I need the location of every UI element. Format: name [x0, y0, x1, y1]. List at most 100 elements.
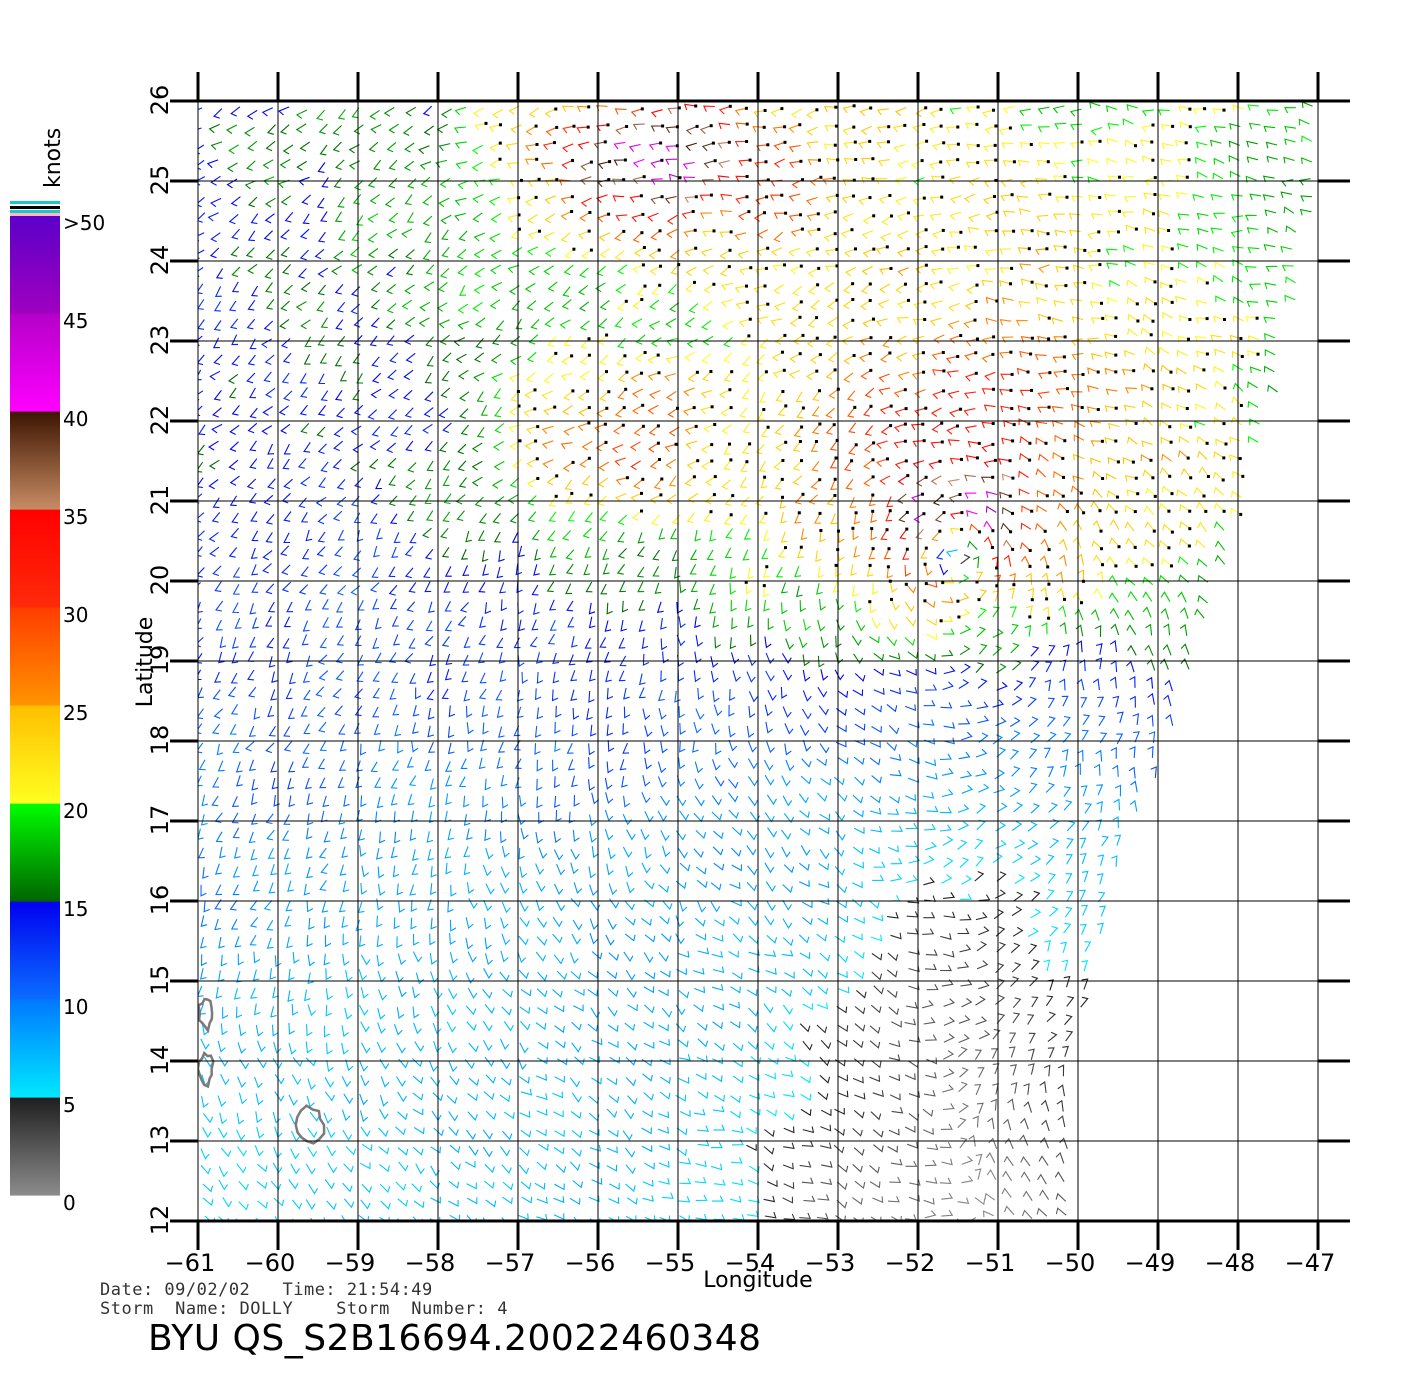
wind-vector: [583, 564, 591, 576]
wind-vector: [360, 954, 371, 966]
wind-vector: [345, 1146, 357, 1156]
wind-vector: [607, 740, 615, 753]
wind-vector: [509, 178, 523, 188]
wind-vector: [288, 795, 295, 808]
wind-vector: [905, 687, 918, 694]
wind-vector: [658, 1143, 671, 1151]
wind-vector: [255, 1024, 264, 1037]
wind-vector: [1053, 244, 1067, 252]
wind-vector: [969, 523, 981, 534]
wind-vector: [591, 1038, 603, 1046]
wind-vector: [377, 866, 385, 879]
wind-vector: [323, 1112, 333, 1124]
wind-vector: [775, 390, 785, 402]
wind-vector: [198, 232, 205, 242]
colorbar-segment: [10, 999, 60, 1098]
wind-vector: [1106, 503, 1118, 514]
wind-vector: [995, 962, 1005, 974]
wind-vector: [1158, 502, 1171, 513]
wind-vector: [571, 933, 582, 945]
wind-vector: [1284, 125, 1296, 133]
wind-vector: [468, 1077, 480, 1087]
wind-vector: [341, 916, 348, 928]
wind-vector: [404, 567, 414, 579]
wind-vector: [1230, 507, 1243, 516]
wind-vector: [1054, 1171, 1065, 1182]
wind-vector: [438, 441, 448, 453]
wind-vector: [473, 248, 485, 259]
wind-vector: [448, 705, 456, 718]
wind-vector: [1142, 591, 1153, 602]
wind-vector: [1107, 175, 1121, 182]
wind-vector: [493, 388, 501, 399]
wind-vector: [524, 195, 538, 207]
wind-vector: [895, 335, 907, 345]
wind-vector: [820, 778, 832, 786]
wind-vector: [697, 1139, 710, 1147]
wind-vector: [679, 740, 686, 753]
wind-vector: [281, 830, 289, 841]
wind-vector: [474, 121, 488, 131]
wind-vector: [247, 651, 255, 662]
wind-vector: [1010, 1064, 1017, 1076]
wind-vector: [669, 249, 680, 260]
wind-vector: [1123, 195, 1136, 203]
wind-vector: [413, 1022, 422, 1035]
y-tick-label: 17: [146, 805, 174, 836]
wind-vector: [961, 875, 973, 885]
wind-vector: [829, 438, 839, 451]
wind-vector: [1158, 346, 1170, 355]
wind-vector: [678, 900, 688, 913]
wind-vector: [411, 863, 419, 876]
wind-vector: [246, 372, 256, 384]
wind-vector: [870, 1004, 882, 1014]
wind-vector: [922, 792, 935, 799]
wind-vector: [868, 847, 880, 855]
wind-vector: [1125, 557, 1138, 568]
wind-vector: [287, 708, 295, 720]
wind-vector: [372, 687, 380, 699]
wind-vector: [766, 741, 775, 754]
wind-vector: [595, 440, 608, 452]
wind-vector: [570, 689, 578, 702]
wind-vector: [528, 265, 540, 276]
wind-vector: [386, 228, 398, 239]
wind-vector: [712, 966, 725, 974]
wind-vector: [599, 299, 610, 311]
wind-vector: [1044, 747, 1051, 759]
wind-vector: [802, 669, 811, 682]
wind-vector: [1053, 175, 1067, 182]
wind-vector: [765, 721, 774, 734]
wind-vector: [198, 636, 204, 648]
wind-vector: [599, 511, 609, 522]
wind-vector: [695, 830, 707, 840]
wind-vector: [376, 796, 384, 809]
wind-vector: [585, 651, 593, 663]
wind-vector: [1229, 436, 1241, 444]
wind-vector: [739, 514, 748, 526]
wind-vector: [981, 352, 995, 363]
wind-vector: [754, 266, 768, 276]
wind-vector: [344, 1007, 353, 1020]
wind-vector: [301, 634, 309, 646]
wind-vector: [1230, 229, 1243, 238]
wind-vector: [572, 707, 580, 720]
wind-vector: [650, 158, 664, 168]
wind-vector: [301, 194, 311, 205]
wind-vector: [606, 1164, 618, 1172]
wind-vector: [876, 140, 890, 149]
wind-vector: [353, 550, 362, 561]
wind-vector: [1089, 301, 1103, 308]
wind-vector: [299, 228, 310, 240]
wind-vector: [799, 952, 811, 960]
wind-vector: [232, 884, 240, 896]
wind-vector: [928, 160, 943, 170]
wind-vector: [1047, 1031, 1058, 1043]
wind-vector: [949, 407, 963, 418]
wind-vector: [626, 1197, 638, 1205]
wind-vector: [397, 1091, 407, 1103]
wind-vector: [1019, 388, 1033, 396]
wind-vector: [924, 759, 937, 767]
wind-vector: [369, 194, 381, 205]
wind-vector: [649, 458, 661, 470]
